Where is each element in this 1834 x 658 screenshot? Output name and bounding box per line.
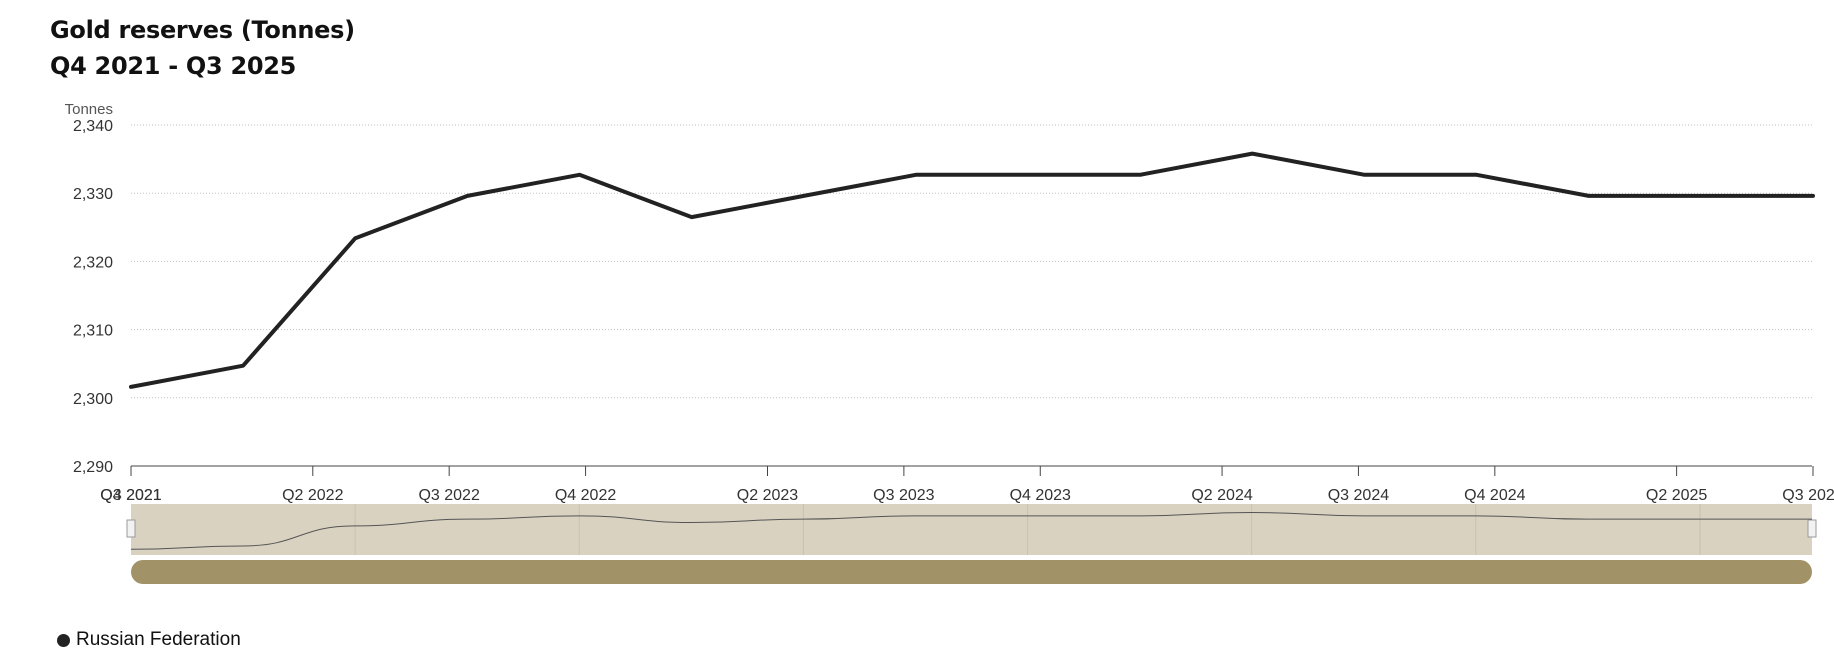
navigator-series-line bbox=[130, 512, 1812, 550]
data-point[interactable] bbox=[1250, 152, 1254, 156]
y-tick-label: 2,300 bbox=[73, 391, 113, 408]
data-point[interactable] bbox=[465, 194, 469, 198]
x-tick-label: Q4 2021 bbox=[100, 487, 161, 504]
data-point[interactable] bbox=[914, 173, 918, 177]
x-tick-label: Q3 2021 bbox=[100, 487, 161, 504]
x-tick-label: Q3 2022 bbox=[418, 487, 479, 504]
legend-series-marker bbox=[57, 633, 70, 647]
data-point[interactable] bbox=[1362, 173, 1366, 177]
data-point[interactable] bbox=[1811, 194, 1815, 198]
x-tick-label: Q4 2024 bbox=[1464, 487, 1525, 504]
data-point[interactable] bbox=[241, 364, 245, 368]
data-point[interactable] bbox=[1138, 173, 1142, 177]
chart-title: Gold reserves (Tonnes) bbox=[50, 16, 355, 44]
data-point[interactable] bbox=[1475, 173, 1479, 177]
x-tick-label: Q4 2023 bbox=[1010, 487, 1071, 504]
series-line-russian-federation bbox=[129, 151, 1815, 389]
data-point[interactable] bbox=[802, 194, 806, 198]
data-point[interactable] bbox=[578, 173, 582, 177]
data-point[interactable] bbox=[690, 215, 694, 219]
y-tick-label: 2,320 bbox=[73, 254, 113, 271]
y-tick-label: 2,310 bbox=[73, 323, 113, 340]
x-tick-label: Q2 2025 bbox=[1646, 487, 1707, 504]
data-point[interactable] bbox=[129, 385, 133, 389]
navigator-right-handle[interactable] bbox=[1807, 519, 1817, 538]
x-tick-label: Q2 2024 bbox=[1191, 487, 1252, 504]
data-point[interactable] bbox=[1587, 194, 1591, 198]
legend[interactable]: Russian Federation bbox=[57, 629, 241, 651]
x-tick-label: Q2 2022 bbox=[282, 487, 343, 504]
navigator-left-handle[interactable] bbox=[126, 519, 136, 538]
chart-subtitle: Q4 2021 - Q3 2025 bbox=[50, 52, 297, 80]
y-tick-label: 2,340 bbox=[73, 118, 113, 135]
y-tick-label: 2,330 bbox=[73, 186, 113, 203]
y-axis-label: Tonnes bbox=[65, 101, 113, 118]
y-tick-label: 2,290 bbox=[73, 459, 113, 476]
legend-series-label: Russian Federation bbox=[76, 629, 241, 650]
data-point[interactable] bbox=[1026, 173, 1030, 177]
navigator-background bbox=[131, 504, 1812, 555]
chart-title-block: Gold reserves (Tonnes) Q4 2021 - Q3 2025 bbox=[50, 12, 355, 84]
x-tick-label: Q2 2023 bbox=[737, 487, 798, 504]
x-tick-label: Q3 2025 bbox=[1782, 487, 1834, 504]
data-point[interactable] bbox=[1699, 194, 1703, 198]
data-point[interactable] bbox=[353, 236, 357, 240]
x-tick-label: Q3 2024 bbox=[1328, 487, 1389, 504]
x-tick-label: Q4 2022 bbox=[555, 487, 616, 504]
navigator-scrollbar[interactable] bbox=[131, 560, 1812, 584]
x-tick-label: Q3 2023 bbox=[873, 487, 934, 504]
